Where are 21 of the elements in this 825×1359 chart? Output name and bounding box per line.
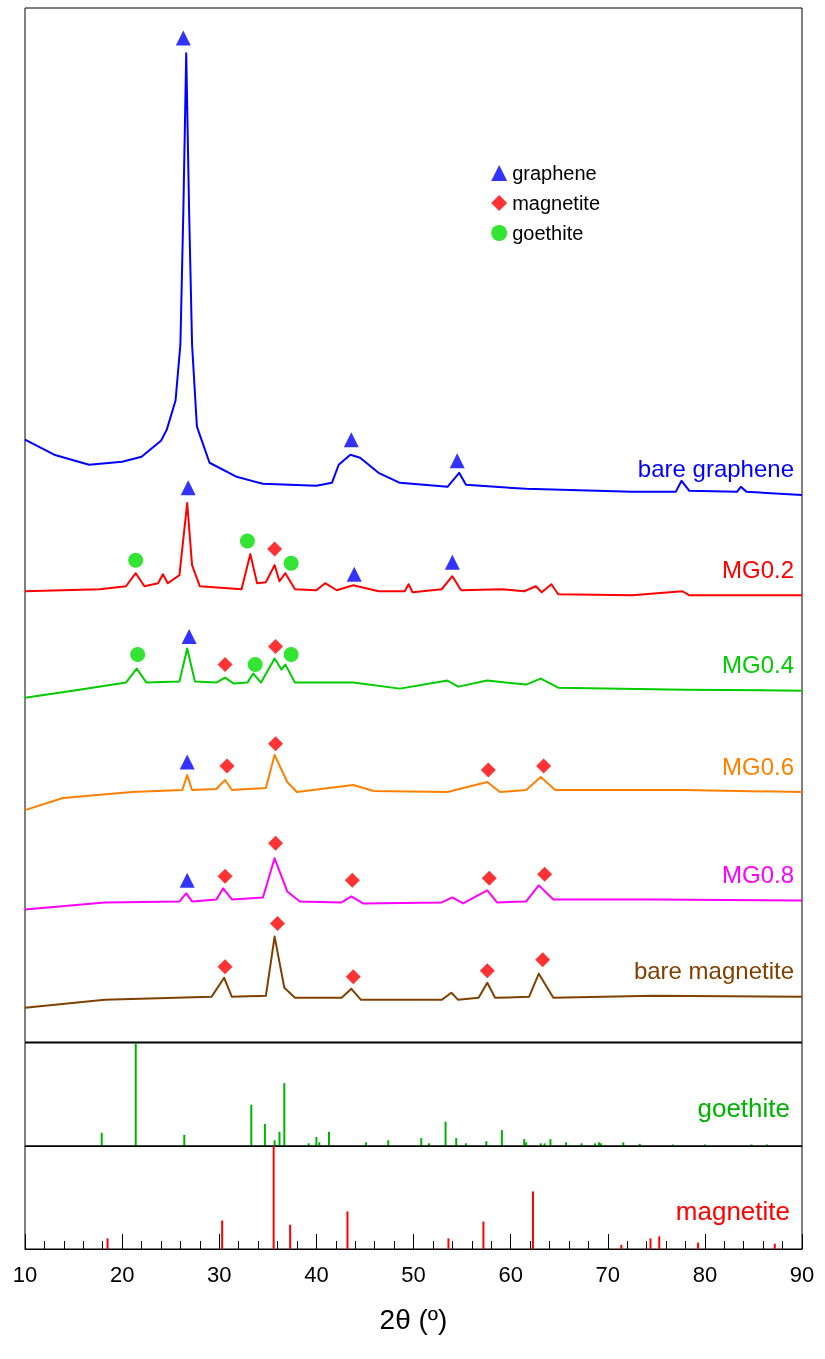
series-label: MG0.6 — [721, 752, 794, 780]
series-label: goethite — [697, 1093, 791, 1123]
series-label: MG0.2 — [721, 555, 794, 583]
x-tick-label: 20 — [109, 1261, 135, 1287]
x-tick-label: 10 — [12, 1261, 38, 1287]
x-tick-label: 80 — [692, 1261, 718, 1287]
legend-label: goethite — [512, 222, 584, 244]
x-tick-label: 40 — [304, 1261, 329, 1287]
series-label: magnetite — [675, 1196, 791, 1226]
series-label: bare magnetite — [633, 957, 794, 985]
legend-label: graphene — [512, 162, 597, 184]
series-label: bare graphene — [637, 455, 794, 483]
x-tick-label: 70 — [595, 1261, 620, 1287]
x-tick-label: 50 — [401, 1261, 426, 1287]
x-tick-label: 30 — [207, 1261, 232, 1287]
x-tick-label: 60 — [498, 1261, 523, 1287]
x-axis-title: 2θ (º) — [379, 1303, 448, 1335]
series-label: MG0.4 — [721, 651, 794, 679]
legend-label: magnetite — [512, 192, 601, 214]
x-tick-label: 90 — [789, 1261, 815, 1287]
series-label: MG0.8 — [721, 860, 794, 888]
